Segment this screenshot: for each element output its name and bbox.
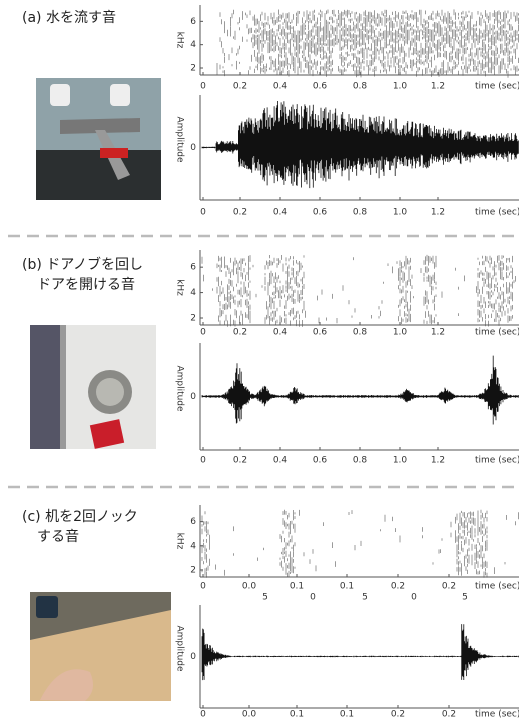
panel-label: (c) 机を2回ノック bbox=[22, 509, 138, 525]
x-tick-label: 0.2 bbox=[233, 82, 247, 92]
y-tick-label: 2 bbox=[190, 64, 196, 74]
x-tick-label: 0.6 bbox=[313, 328, 328, 338]
y-tick-label: 0 bbox=[190, 143, 196, 153]
x-tick-label: 0.2 bbox=[442, 710, 456, 720]
x-tick-label: 1.0 bbox=[393, 328, 408, 338]
x-tick-label: 0.4 bbox=[273, 456, 288, 466]
x-tick-label: 0.8 bbox=[353, 328, 368, 338]
x-tick-label: 0.6 bbox=[313, 82, 328, 92]
axis-title: time (sec) bbox=[475, 710, 519, 720]
axis-title: kHz bbox=[175, 32, 185, 49]
x-tick-label: 0.4 bbox=[273, 328, 288, 338]
x-tick-label: 0 bbox=[200, 456, 206, 466]
x-tick-label: 1.0 bbox=[393, 456, 408, 466]
x-tick-label: 0.2 bbox=[442, 582, 456, 592]
x-tick-label: 0 bbox=[200, 582, 206, 592]
x-tick-label: 0 bbox=[310, 593, 316, 603]
x-tick-label: 0.6 bbox=[313, 456, 328, 466]
spectrogram bbox=[202, 255, 516, 327]
spectrogram bbox=[202, 510, 519, 578]
x-tick-label: 1.2 bbox=[431, 328, 445, 338]
photo-faucet bbox=[36, 78, 161, 200]
x-tick-label: 0.2 bbox=[391, 710, 405, 720]
axis-title: time (sec) bbox=[475, 82, 519, 92]
x-tick-label: 0.6 bbox=[313, 208, 328, 218]
x-tick-label: 0.1 bbox=[340, 582, 354, 592]
x-tick-label: 0.4 bbox=[273, 82, 288, 92]
x-tick-label: 0 bbox=[200, 710, 206, 720]
x-tick-label: 0.2 bbox=[233, 456, 247, 466]
x-tick-label: 1.2 bbox=[431, 208, 445, 218]
x-tick-label: 0.8 bbox=[353, 208, 368, 218]
y-tick-label: 4 bbox=[190, 541, 196, 551]
x-tick-label: 1.0 bbox=[393, 208, 408, 218]
x-tick-label: 0.0 bbox=[242, 582, 257, 592]
y-tick-label: 2 bbox=[190, 314, 196, 324]
y-tick-label: 2 bbox=[190, 566, 196, 576]
axis-title: Amplitude bbox=[175, 116, 185, 163]
x-tick-label: 1.2 bbox=[431, 82, 445, 92]
x-tick-label: 0.2 bbox=[233, 328, 247, 338]
figure: (a) 水を流す音 kHz 2 4 6 0 0.2 0.4 0.6 0.8 1.0 1.2 time (… bbox=[0, 0, 519, 722]
x-tick-label: 0.8 bbox=[353, 82, 368, 92]
y-tick-label: 4 bbox=[190, 288, 196, 298]
x-tick-label: 0.8 bbox=[353, 456, 368, 466]
x-tick-label: 5 bbox=[262, 593, 268, 603]
x-tick-label: 0.4 bbox=[273, 208, 288, 218]
y-tick-label: 6 bbox=[190, 263, 196, 273]
x-tick-label: 1.0 bbox=[393, 82, 408, 92]
x-tick-label: 1.2 bbox=[431, 456, 445, 466]
x-tick-label: 5 bbox=[462, 593, 468, 603]
x-tick-label: 0.1 bbox=[290, 710, 304, 720]
axis-title: time (sec) bbox=[475, 328, 519, 338]
y-tick-label: 4 bbox=[190, 40, 196, 50]
waveform bbox=[202, 356, 518, 425]
axis-title: kHz bbox=[175, 533, 185, 550]
panel-label: (b) ドアノブを回し bbox=[22, 256, 143, 273]
x-tick-label: 5 bbox=[362, 593, 368, 603]
waveform bbox=[202, 624, 518, 680]
axis-title: time (sec) bbox=[475, 582, 519, 592]
x-tick-label: 0 bbox=[411, 593, 417, 603]
x-tick-label: 0 bbox=[200, 82, 206, 92]
y-tick-label: 6 bbox=[190, 517, 196, 527]
axis-title: Amplitude bbox=[175, 625, 185, 672]
axis-title: time (sec) bbox=[475, 208, 519, 218]
panel-label: する音 bbox=[37, 528, 79, 545]
x-tick-label: 0 bbox=[200, 208, 206, 218]
y-tick-label: 6 bbox=[190, 17, 196, 27]
axis-title: kHz bbox=[175, 279, 185, 296]
x-tick-label: 0.2 bbox=[391, 582, 405, 592]
axis-title: time (sec) bbox=[475, 456, 519, 466]
y-tick-label: 0 bbox=[190, 652, 196, 662]
y-tick-label: 0 bbox=[190, 392, 196, 402]
photo-desk bbox=[30, 592, 171, 701]
waveform bbox=[202, 101, 518, 188]
axis-title: Amplitude bbox=[175, 365, 185, 412]
x-tick-label: 0.0 bbox=[242, 710, 257, 720]
spectrogram bbox=[217, 9, 519, 77]
x-tick-label: 0.1 bbox=[290, 582, 304, 592]
x-tick-label: 0 bbox=[200, 328, 206, 338]
photo-doorknob bbox=[30, 325, 156, 449]
panel-label: ドアを開ける音 bbox=[37, 276, 135, 293]
panel-label: (a) 水を流す音 bbox=[22, 9, 116, 26]
x-tick-label: 0.1 bbox=[340, 710, 354, 720]
x-tick-label: 0.2 bbox=[233, 208, 247, 218]
